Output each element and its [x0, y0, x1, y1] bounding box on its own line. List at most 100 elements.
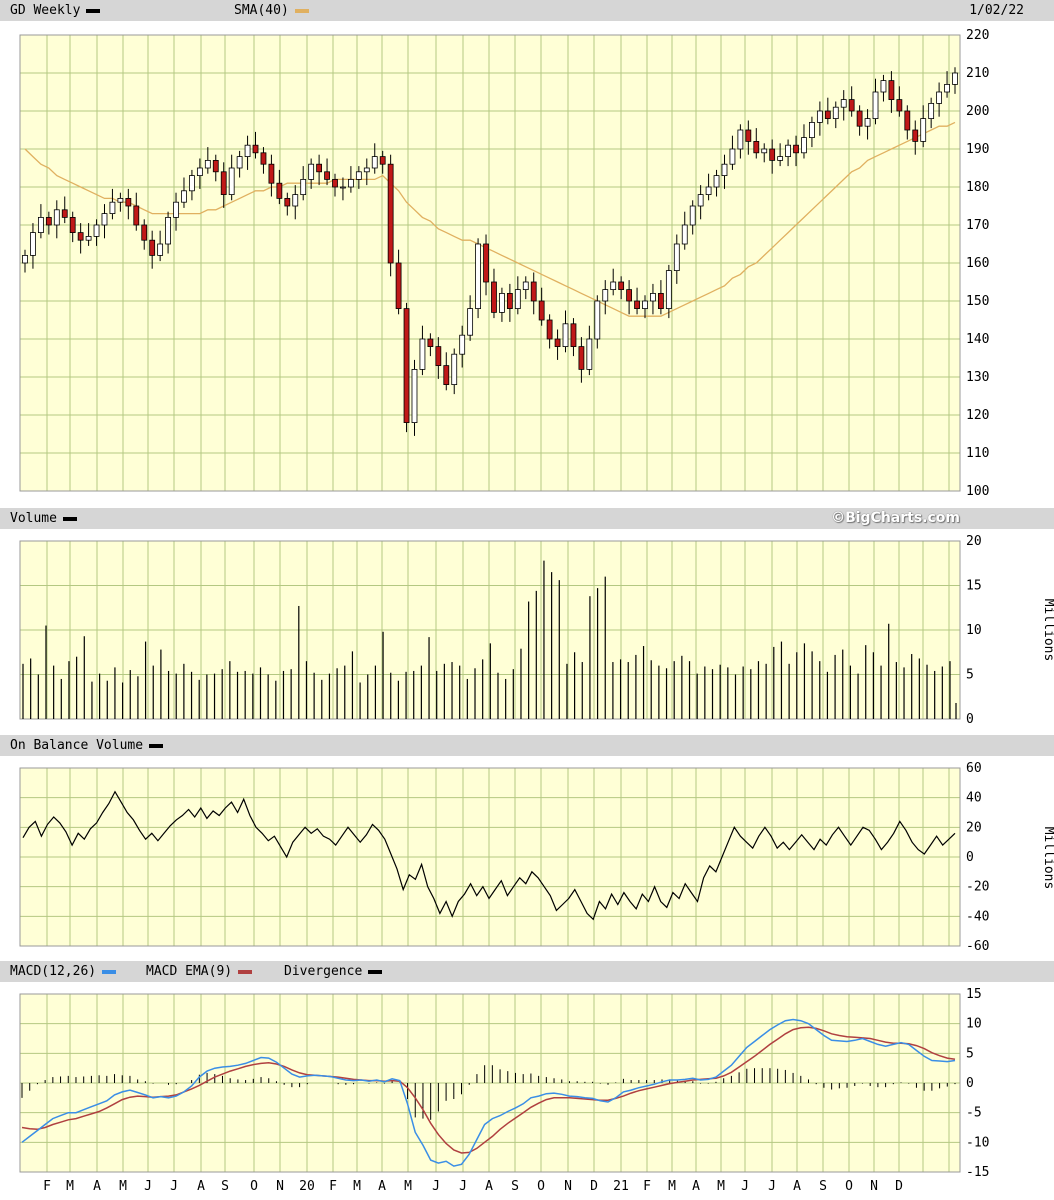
candle-body	[268, 163, 275, 184]
candle-body	[920, 118, 927, 142]
candle-body	[697, 194, 704, 207]
x-axis-label: N	[564, 1179, 572, 1194]
candle-body	[244, 144, 251, 157]
volume-chart: 0 5 10 15 20 Millions	[19, 534, 1054, 727]
candle-body	[276, 182, 283, 199]
volume-ytick-label: 20	[966, 534, 982, 549]
candle-body	[642, 300, 648, 309]
price-ytick-label: 170	[966, 218, 989, 233]
candle-body	[411, 368, 418, 423]
candle-body	[872, 91, 879, 120]
candle-body	[45, 216, 52, 226]
x-axis-label: M	[668, 1179, 676, 1194]
macd-ytick-label: 15	[966, 987, 982, 1002]
price-ytick-label: 140	[966, 332, 989, 347]
candle-body	[610, 281, 617, 290]
sma-legend-swatch	[294, 8, 309, 13]
candle-body	[141, 224, 148, 241]
divergence-legend-swatch	[368, 969, 383, 974]
candle-body	[220, 171, 227, 196]
x-axis-label: N	[276, 1179, 284, 1194]
candle-body	[928, 103, 935, 120]
x-axis-label: D	[590, 1179, 598, 1194]
candle-body	[340, 186, 346, 189]
x-axis-label: F	[329, 1179, 337, 1194]
candle-body	[61, 209, 68, 218]
volume-ytick-label: 5	[966, 668, 974, 683]
candle-body	[483, 243, 489, 283]
candle-body	[85, 235, 92, 241]
candle-body	[657, 292, 664, 309]
symbol-label: GD Weekly	[10, 3, 101, 18]
candle-body	[634, 300, 640, 309]
candle-body	[77, 232, 84, 241]
candle-body	[236, 156, 243, 169]
candle-body	[689, 205, 696, 226]
candle-body	[419, 338, 426, 370]
candle-body	[491, 281, 497, 313]
x-axis-label: F	[643, 1179, 651, 1194]
candle-body	[379, 156, 386, 165]
candle-body	[499, 292, 505, 313]
obv-ytick-label: 20	[966, 820, 982, 835]
candle-body	[546, 319, 553, 340]
x-axis-label: N	[870, 1179, 878, 1194]
x-axis-label: A	[793, 1179, 801, 1194]
obv-ytick-label: -20	[966, 880, 989, 895]
candle-body	[475, 243, 481, 309]
macd-ema-line	[21, 1026, 956, 1154]
macd-header-bar: MACD(12,26) MACD EMA(9) Divergence	[0, 961, 1054, 982]
candle-body	[681, 224, 688, 245]
x-axis-label: S	[819, 1179, 827, 1194]
candle-body	[824, 110, 831, 119]
candle-body	[371, 156, 378, 169]
candle-body	[721, 163, 728, 176]
macd-ytick-label: 0	[966, 1076, 974, 1091]
volume-header-bar: Volume ©BigCharts.com	[0, 508, 1054, 529]
candle-body	[149, 239, 156, 256]
candle-body	[204, 159, 211, 169]
candle-body	[260, 152, 267, 165]
candle-body	[22, 254, 28, 264]
x-axis-label: A	[378, 1179, 386, 1194]
candle-body	[212, 159, 219, 173]
x-axis-label: A	[197, 1179, 205, 1194]
x-axis-label: M	[717, 1179, 725, 1194]
divergence-legend-label: Divergence	[284, 964, 383, 979]
candle-body	[459, 334, 466, 355]
obv-ytick-label: -40	[966, 909, 989, 924]
candle-body	[117, 197, 124, 203]
price-legend-swatch	[86, 8, 101, 13]
sma-line	[24, 121, 956, 317]
candle-body	[602, 289, 609, 302]
candle-body	[944, 84, 950, 93]
obv-ytick-label: -60	[966, 939, 989, 954]
candle-body	[308, 163, 315, 180]
candle-body	[300, 178, 307, 195]
x-axis-label: O	[845, 1179, 853, 1194]
candle-body	[53, 209, 60, 226]
candle-body	[848, 99, 855, 112]
obv-legend-swatch	[149, 743, 164, 748]
candle-body	[181, 190, 187, 203]
candle-body	[554, 338, 561, 347]
candle-body	[594, 300, 601, 340]
candle-body	[793, 144, 799, 154]
candle-body	[864, 118, 871, 127]
x-axis-label: O	[250, 1179, 258, 1194]
volume-unit-label: Millions	[1041, 599, 1054, 662]
price-ytick-label: 180	[966, 180, 989, 195]
candle-body	[133, 205, 140, 226]
candle-body	[522, 281, 529, 290]
price-chart: 100 110 120 130 140 150 160 170 180 190 200 210 220	[19, 28, 989, 499]
candle-body	[506, 292, 513, 309]
candle-body	[403, 308, 410, 424]
x-axis-label: A	[692, 1179, 700, 1194]
candle-body	[578, 346, 585, 370]
candle-body	[363, 167, 370, 173]
candle-body	[196, 167, 203, 176]
price-ytick-label: 120	[966, 408, 989, 423]
obv-frame	[19, 767, 961, 947]
x-axis-label: M	[353, 1179, 361, 1194]
